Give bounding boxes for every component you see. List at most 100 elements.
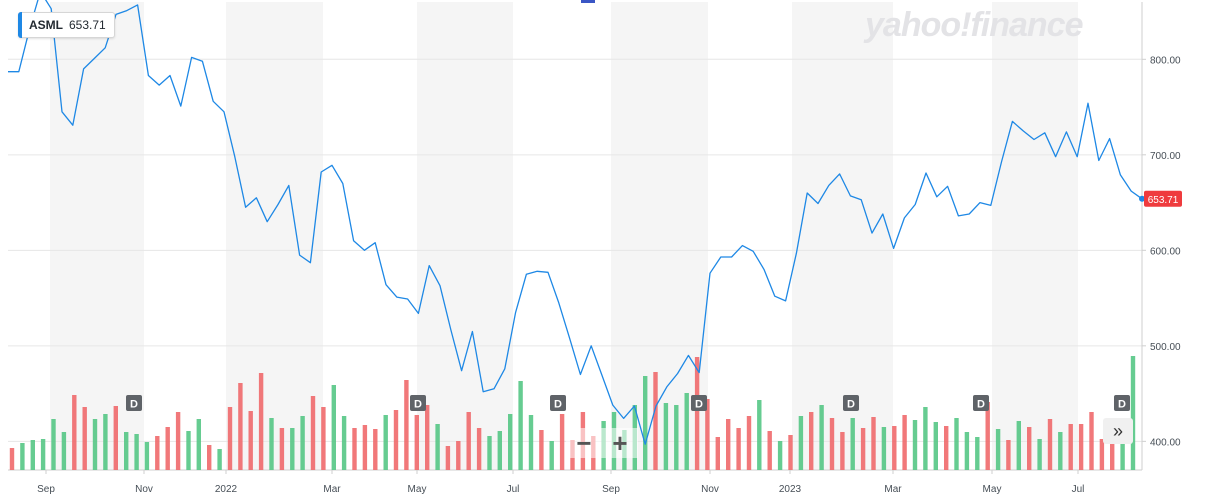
volume-bar bbox=[892, 426, 897, 470]
dividend-marker bbox=[691, 395, 707, 411]
dividend-marker-label: D bbox=[1118, 399, 1126, 411]
volume-bar bbox=[726, 419, 731, 470]
volume-bar bbox=[881, 427, 887, 470]
volume-bar bbox=[860, 428, 866, 470]
price-line bbox=[8, 0, 1143, 445]
volume-bar bbox=[414, 415, 419, 470]
volume-bar bbox=[1006, 440, 1011, 470]
dividend-marker bbox=[410, 395, 426, 411]
volume-bar bbox=[653, 372, 658, 470]
volume-bar bbox=[124, 432, 129, 470]
volume-bar bbox=[383, 415, 388, 470]
volume-bar bbox=[933, 422, 938, 470]
volume-bar bbox=[258, 373, 264, 470]
volume-bar bbox=[518, 381, 523, 470]
x-tick-label: Mar bbox=[884, 484, 902, 495]
volume-bar bbox=[300, 416, 305, 470]
volume-bar bbox=[757, 400, 762, 470]
volume-bar bbox=[788, 435, 793, 470]
volume-bar bbox=[113, 406, 118, 470]
volume-bar bbox=[92, 419, 98, 470]
volume-bar bbox=[850, 418, 855, 470]
volume-bar bbox=[9, 448, 15, 470]
volume-bar bbox=[694, 357, 700, 470]
volume-bar bbox=[508, 414, 513, 470]
volume-bar bbox=[466, 412, 471, 470]
ticker-badge[interactable]: ASML 653.71 bbox=[18, 12, 115, 38]
volume-bar bbox=[777, 441, 783, 470]
volume-bar bbox=[829, 418, 835, 470]
volume-bar bbox=[985, 402, 990, 470]
volume-bar bbox=[840, 432, 845, 470]
volume-bar bbox=[310, 396, 316, 470]
zoom-out-button[interactable]: − bbox=[576, 428, 592, 458]
volume-bar bbox=[341, 416, 347, 470]
dividend-marker bbox=[126, 395, 142, 411]
volume-bar bbox=[1037, 439, 1042, 470]
volume-bar bbox=[767, 431, 772, 470]
y-tick-label: 400.00 bbox=[1150, 437, 1181, 448]
x-tick-label: Sep bbox=[602, 484, 620, 495]
volume-bar bbox=[1016, 421, 1021, 470]
volume-bar bbox=[1068, 424, 1073, 470]
volume-bar bbox=[643, 376, 648, 470]
volume-bar bbox=[995, 429, 1001, 470]
x-tick-label: 2023 bbox=[779, 484, 802, 495]
volume-bar bbox=[497, 431, 502, 470]
volume-bar bbox=[393, 410, 399, 470]
volume-bar bbox=[1078, 424, 1084, 470]
volume-bar bbox=[134, 434, 139, 470]
volume-bar bbox=[487, 436, 492, 470]
volume-bar bbox=[1027, 427, 1032, 470]
volume-bar bbox=[207, 445, 212, 470]
volume-bar bbox=[1047, 419, 1053, 470]
volume-bar bbox=[476, 428, 482, 470]
volume-bar bbox=[1110, 439, 1115, 470]
volume-bar bbox=[279, 428, 285, 470]
volume-bar bbox=[321, 407, 326, 470]
volume-bar bbox=[72, 395, 77, 470]
volume-bar bbox=[944, 426, 949, 470]
volume-bar bbox=[549, 441, 554, 470]
volume-bar bbox=[456, 441, 461, 470]
dividend-marker-label: D bbox=[977, 399, 985, 411]
volume-bar bbox=[684, 393, 689, 470]
volume-bar bbox=[20, 443, 25, 470]
volume-bar bbox=[435, 424, 440, 470]
volume-bar bbox=[40, 439, 46, 470]
volume-bar bbox=[736, 428, 741, 470]
volume-bar bbox=[1099, 439, 1105, 470]
month-band bbox=[611, 2, 708, 470]
volume-bar bbox=[954, 418, 959, 470]
y-tick-label: 700.00 bbox=[1150, 151, 1181, 162]
x-tick-label: Mar bbox=[323, 484, 341, 495]
volume-bar bbox=[798, 416, 804, 470]
ticker-price: 653.71 bbox=[69, 18, 106, 32]
volume-bar bbox=[362, 425, 368, 470]
dividend-marker-label: D bbox=[847, 399, 855, 411]
volume-bar bbox=[705, 399, 710, 470]
volume-bar bbox=[155, 436, 160, 470]
scroll-forward-button[interactable]: » bbox=[1103, 418, 1133, 444]
x-tick-label: Jul bbox=[507, 484, 520, 495]
volume-bar bbox=[923, 407, 928, 470]
x-tick-label: May bbox=[983, 484, 1002, 495]
volume-bar bbox=[352, 428, 357, 470]
volume-bar bbox=[559, 414, 565, 470]
dividend-marker-label: D bbox=[695, 399, 703, 411]
range-handle[interactable] bbox=[581, 0, 595, 3]
month-band bbox=[792, 2, 893, 470]
volume-bar bbox=[1130, 356, 1136, 470]
volume-bar bbox=[809, 412, 814, 470]
month-band bbox=[992, 2, 1078, 470]
volume-bar bbox=[902, 415, 907, 470]
month-band bbox=[50, 2, 144, 470]
volume-bar bbox=[964, 432, 970, 470]
yahoo-finance-logo: yahoo!finance bbox=[865, 6, 1083, 44]
volume-bar bbox=[290, 428, 295, 470]
zoom-in-button[interactable]: + bbox=[612, 428, 628, 458]
last-price-badge bbox=[1144, 190, 1182, 207]
volume-bar bbox=[539, 430, 544, 470]
